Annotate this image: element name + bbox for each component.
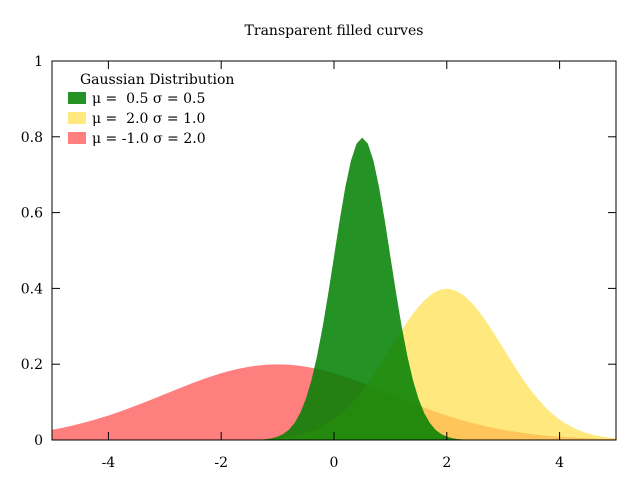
legend-label-1: μ = 2.0 σ = 1.0 xyxy=(92,111,205,127)
y-tick-label: 0 xyxy=(34,433,43,449)
series-area-0 xyxy=(52,137,616,440)
x-tick-label: 0 xyxy=(330,455,339,471)
x-tick-label: 4 xyxy=(555,455,564,471)
x-tick-label: 2 xyxy=(442,455,451,471)
y-tick-label: 0.8 xyxy=(21,130,43,146)
y-tick-label: 0.4 xyxy=(21,281,43,297)
axes: -4 -2 0 2 4 0 0.2 0.4 0.6 0.8 1 xyxy=(21,54,617,471)
y-tick-label: 0.2 xyxy=(21,357,43,373)
series-area-1 xyxy=(52,288,616,440)
y-tick-label: 1 xyxy=(34,54,43,70)
legend-swatch-1 xyxy=(68,112,86,124)
series-areas xyxy=(52,137,616,440)
legend: Gaussian Distribution μ = 0.5 σ = 0.5 μ =… xyxy=(68,72,234,147)
x-tick-label: -2 xyxy=(214,455,228,471)
legend-swatch-2 xyxy=(68,132,86,144)
chart-title: Transparent filled curves xyxy=(245,23,424,39)
x-tick-label: -4 xyxy=(102,455,116,471)
legend-label-2: μ = -1.0 σ = 2.0 xyxy=(92,131,206,147)
y-tick-label: 0.6 xyxy=(21,206,43,222)
legend-swatch-0 xyxy=(68,92,86,104)
legend-label-0: μ = 0.5 σ = 0.5 xyxy=(92,91,205,107)
legend-title: Gaussian Distribution xyxy=(80,72,234,88)
